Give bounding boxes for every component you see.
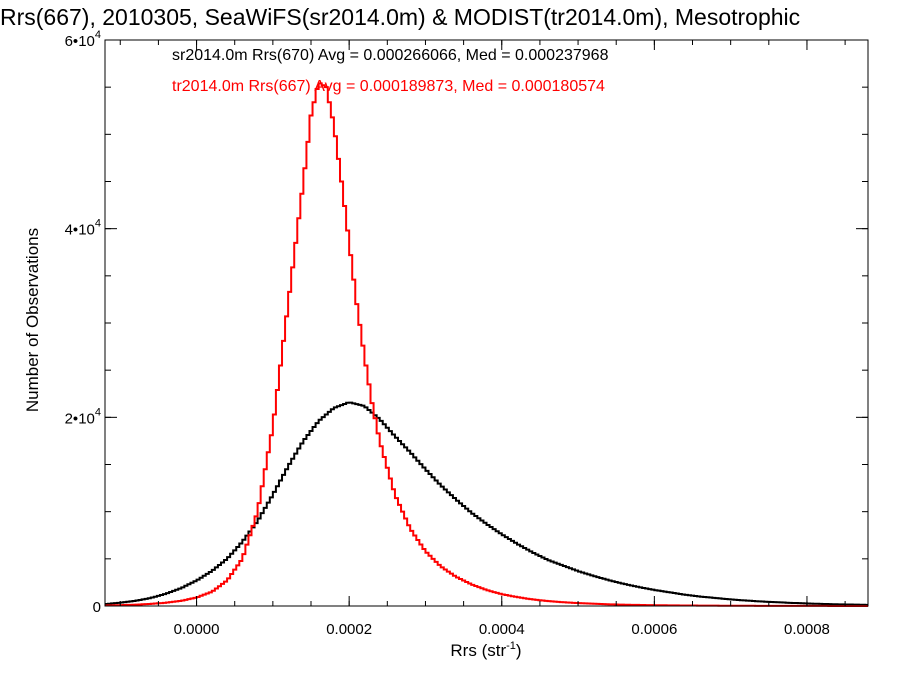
y-tick-label: 2•104 bbox=[65, 406, 101, 427]
plot-frame bbox=[104, 39, 869, 607]
axes-layer: 0.0000 0.0002 0.0004 0.0006 0.0008 0 2•104 4•10… bbox=[65, 29, 868, 638]
series-line-0 bbox=[105, 401, 868, 606]
series-layer bbox=[105, 82, 868, 607]
y-axis-label: Number of Observations bbox=[23, 228, 42, 412]
x-tick-label: 0.0002 bbox=[326, 621, 372, 638]
x-tick-label: 0.0004 bbox=[479, 621, 525, 638]
y-tick-label: 6•104 bbox=[65, 29, 101, 50]
y-tick-label: 4•104 bbox=[65, 218, 101, 239]
plot-area: 0.0000 0.0002 0.0004 0.0006 0.0008 0 2•104 4•10… bbox=[65, 29, 869, 638]
x-tick-label: 0.0000 bbox=[174, 621, 220, 638]
y-tick-label: 0 bbox=[93, 599, 101, 616]
legend-entry-red: tr2014.0m Rrs(667) Avg = 0.000189873, Me… bbox=[172, 78, 605, 95]
legend-entry-black: sr2014.0m Rrs(670) Avg = 0.000266066, Me… bbox=[172, 47, 609, 64]
chart-title: Rrs(667), 2010305, SeaWiFS(sr2014.0m) & … bbox=[0, 4, 800, 30]
x-tick-label: 0.0006 bbox=[631, 621, 677, 638]
x-axis-label: Rrs (str-1) bbox=[450, 640, 521, 660]
x-tick-label: 0.0008 bbox=[784, 621, 830, 638]
series-line-1 bbox=[105, 82, 868, 607]
